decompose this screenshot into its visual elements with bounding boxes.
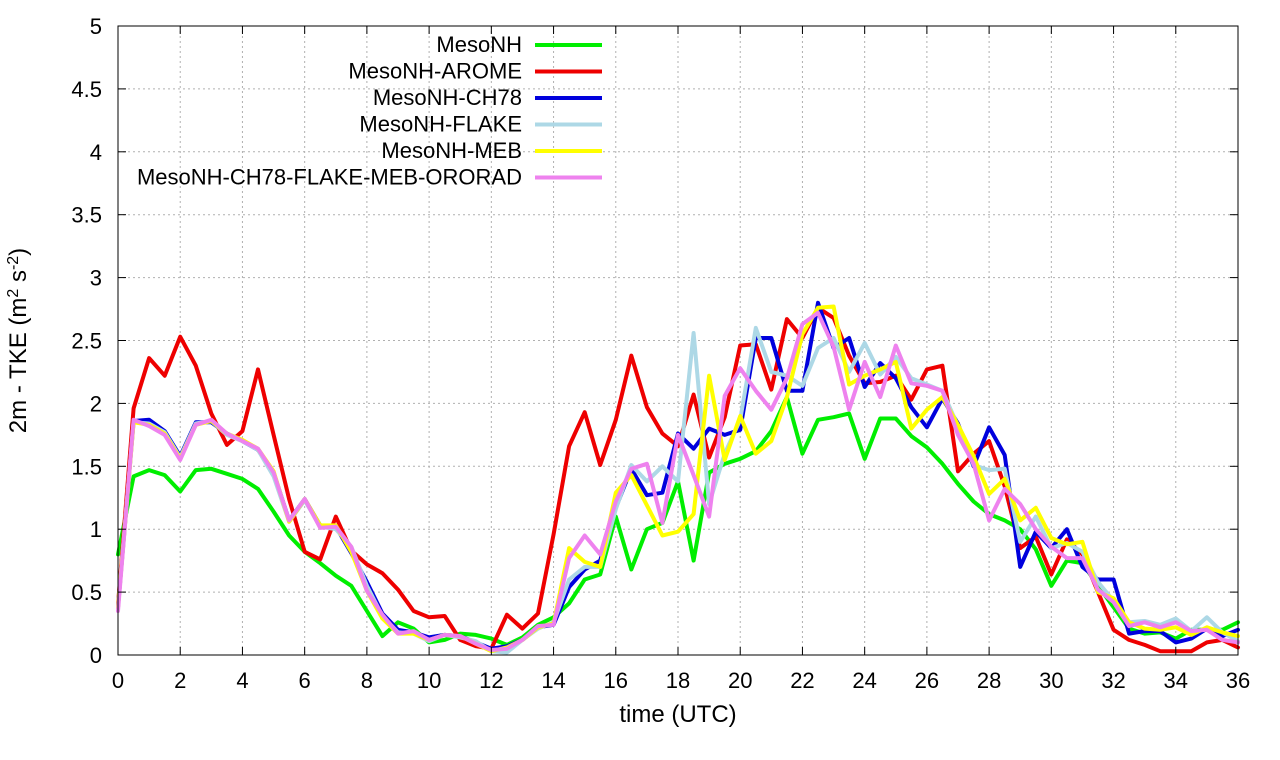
x-tick-label: 36 (1226, 668, 1250, 693)
legend-label: MesoNH-MEB (381, 138, 522, 163)
y-tick-label: 2.5 (71, 329, 102, 354)
y-tick-label: 4 (90, 140, 102, 165)
y-axis-label: 2m - TKE (m2 s-2) (5, 248, 33, 433)
y-axis-label-mid: s (5, 270, 32, 289)
x-tick-label: 32 (1101, 668, 1125, 693)
y-tick-label: 3.5 (71, 203, 102, 228)
y-tick-label: 4.5 (71, 77, 102, 102)
y-axis-label-exp2: -2 (5, 256, 22, 270)
x-tick-label: 34 (1164, 668, 1188, 693)
y-axis-label-end: ) (5, 248, 32, 256)
x-tick-label: 16 (604, 668, 628, 693)
y-tick-label: 1 (90, 517, 102, 542)
x-tick-label: 6 (299, 668, 311, 693)
legend-label: MesoNH-CH78-FLAKE-MEB-ORORAD (137, 165, 522, 190)
x-tick-labels: 0 2 4 6 8 10 12 14 16 18 20 22 24 26 28 30 32 34 36 (112, 668, 1250, 693)
x-tick-label: 20 (728, 668, 752, 693)
x-tick-label: 10 (417, 668, 441, 693)
x-tick-label: 26 (915, 668, 939, 693)
y-tick-label: 3 (90, 266, 102, 291)
legend-label: MesoNH (436, 32, 522, 57)
x-tick-label: 0 (112, 668, 124, 693)
legend: MesoNHMesoNH-AROMEMesoNH-CH78MesoNH-FLAK… (137, 32, 602, 190)
legend-label: MesoNH-FLAKE (359, 112, 522, 137)
y-tick-label: 0 (90, 643, 102, 668)
x-tick-label: 24 (852, 668, 876, 693)
x-tick-label: 2 (174, 668, 186, 693)
axis-ticks (117, 25, 1239, 656)
y-tick-label: 1.5 (71, 454, 102, 479)
series-lines (116, 300, 1240, 655)
x-tick-label: 18 (666, 668, 690, 693)
x-axis-label: time (UTC) (619, 701, 736, 728)
y-tick-label: 2 (90, 391, 102, 416)
x-tick-label: 22 (790, 668, 814, 693)
series-line-6 (116, 310, 1240, 652)
y-axis-label-main: 2m - TKE (m (5, 298, 32, 434)
x-tick-label: 30 (1039, 668, 1063, 693)
y-tick-labels: 0 0.5 1 1.5 2 2.5 3 3.5 4 4.5 5 (71, 14, 102, 668)
y-tick-label: 0.5 (71, 580, 102, 605)
x-tick-label: 28 (977, 668, 1001, 693)
legend-label: MesoNH-AROME (348, 59, 522, 84)
x-tick-label: 12 (479, 668, 503, 693)
legend-label: MesoNH-CH78 (373, 85, 522, 110)
y-tick-label: 5 (90, 14, 102, 39)
x-tick-label: 14 (541, 668, 565, 693)
y-axis-label-exp1: 2 (5, 289, 22, 298)
x-tick-label: 8 (361, 668, 373, 693)
x-tick-label: 4 (236, 668, 248, 693)
